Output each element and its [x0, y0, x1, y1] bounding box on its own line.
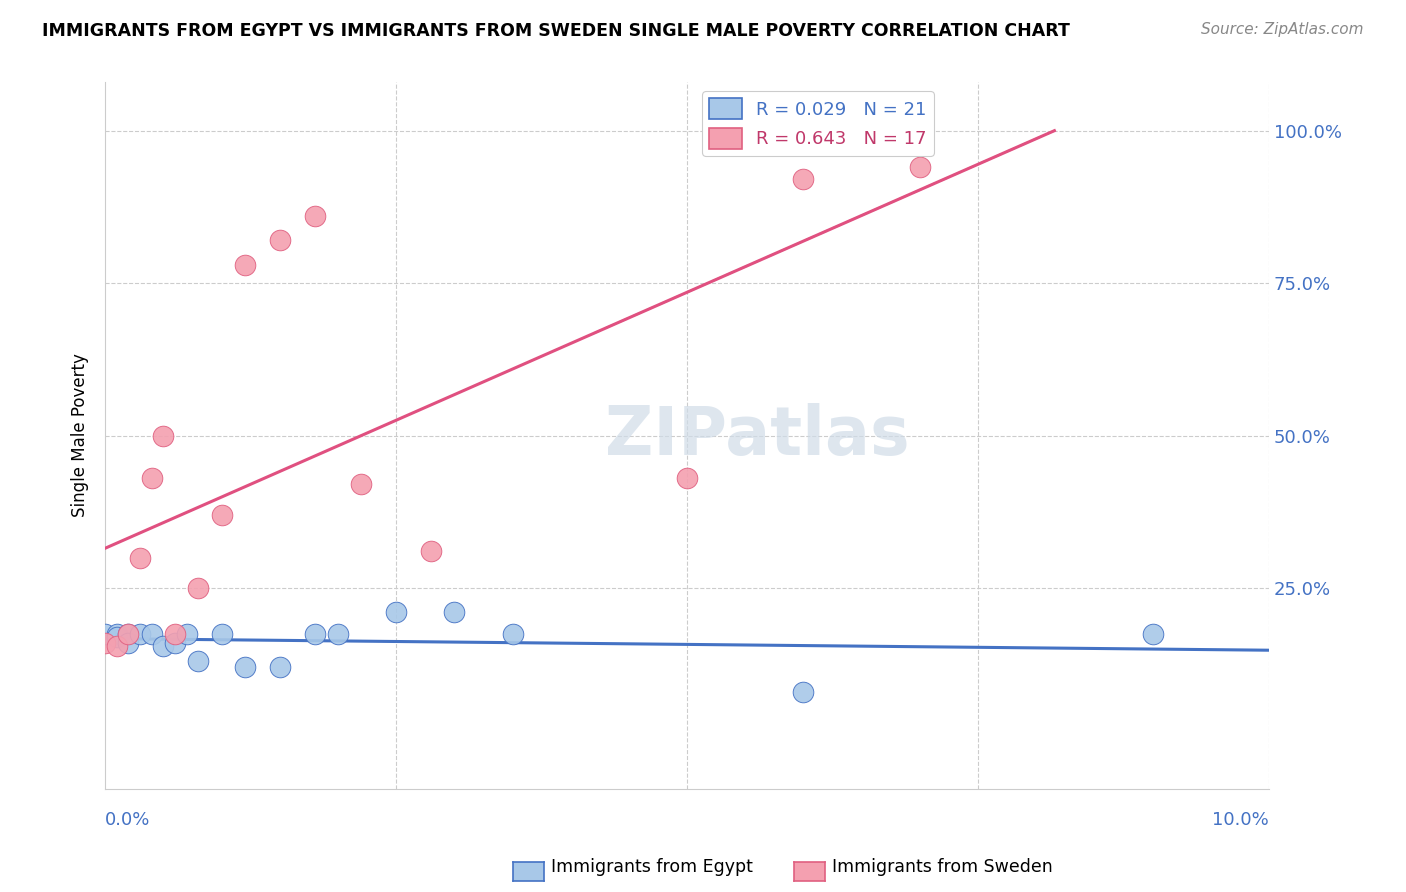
Point [269, 660, 291, 674]
Point [94, 626, 117, 640]
Point [211, 508, 233, 522]
Point [792, 684, 814, 698]
Point [385, 606, 408, 620]
Point [129, 626, 152, 640]
Y-axis label: Single Male Poverty: Single Male Poverty [72, 353, 89, 517]
Point [105, 630, 128, 644]
Text: Immigrants from Sweden: Immigrants from Sweden [832, 858, 1053, 876]
Point [233, 258, 256, 272]
Point [211, 626, 233, 640]
Point [105, 626, 128, 640]
Point [304, 209, 326, 223]
Point [152, 639, 174, 653]
Text: 0.0%: 0.0% [105, 811, 150, 829]
Point [141, 471, 163, 485]
Point [792, 172, 814, 186]
Text: ZIPatlas: ZIPatlas [605, 402, 910, 468]
Point [129, 550, 152, 565]
Point [187, 654, 209, 668]
Point [105, 639, 128, 653]
Text: Immigrants from Egypt: Immigrants from Egypt [551, 858, 754, 876]
Point [163, 626, 186, 640]
Point [117, 626, 139, 640]
Point [1142, 626, 1164, 640]
Point [326, 626, 349, 640]
Point [908, 161, 931, 175]
Text: IMMIGRANTS FROM EGYPT VS IMMIGRANTS FROM SWEDEN SINGLE MALE POVERTY CORRELATION : IMMIGRANTS FROM EGYPT VS IMMIGRANTS FROM… [42, 22, 1070, 40]
Point [502, 626, 524, 640]
Point [117, 626, 139, 640]
Point [304, 626, 326, 640]
Point [350, 477, 373, 491]
Point [269, 234, 291, 248]
Legend: R = 0.029   N = 21, R = 0.643   N = 17: R = 0.029 N = 21, R = 0.643 N = 17 [702, 91, 934, 156]
Point [117, 636, 139, 650]
Point [233, 660, 256, 674]
Point [420, 544, 443, 558]
Point [176, 626, 198, 640]
Point [141, 626, 163, 640]
Text: Source: ZipAtlas.com: Source: ZipAtlas.com [1201, 22, 1364, 37]
Point [443, 606, 465, 620]
Text: 10.0%: 10.0% [1212, 811, 1270, 829]
Point [187, 581, 209, 595]
Point [163, 636, 186, 650]
Point [676, 471, 699, 485]
Point [152, 428, 174, 442]
Point [94, 636, 117, 650]
